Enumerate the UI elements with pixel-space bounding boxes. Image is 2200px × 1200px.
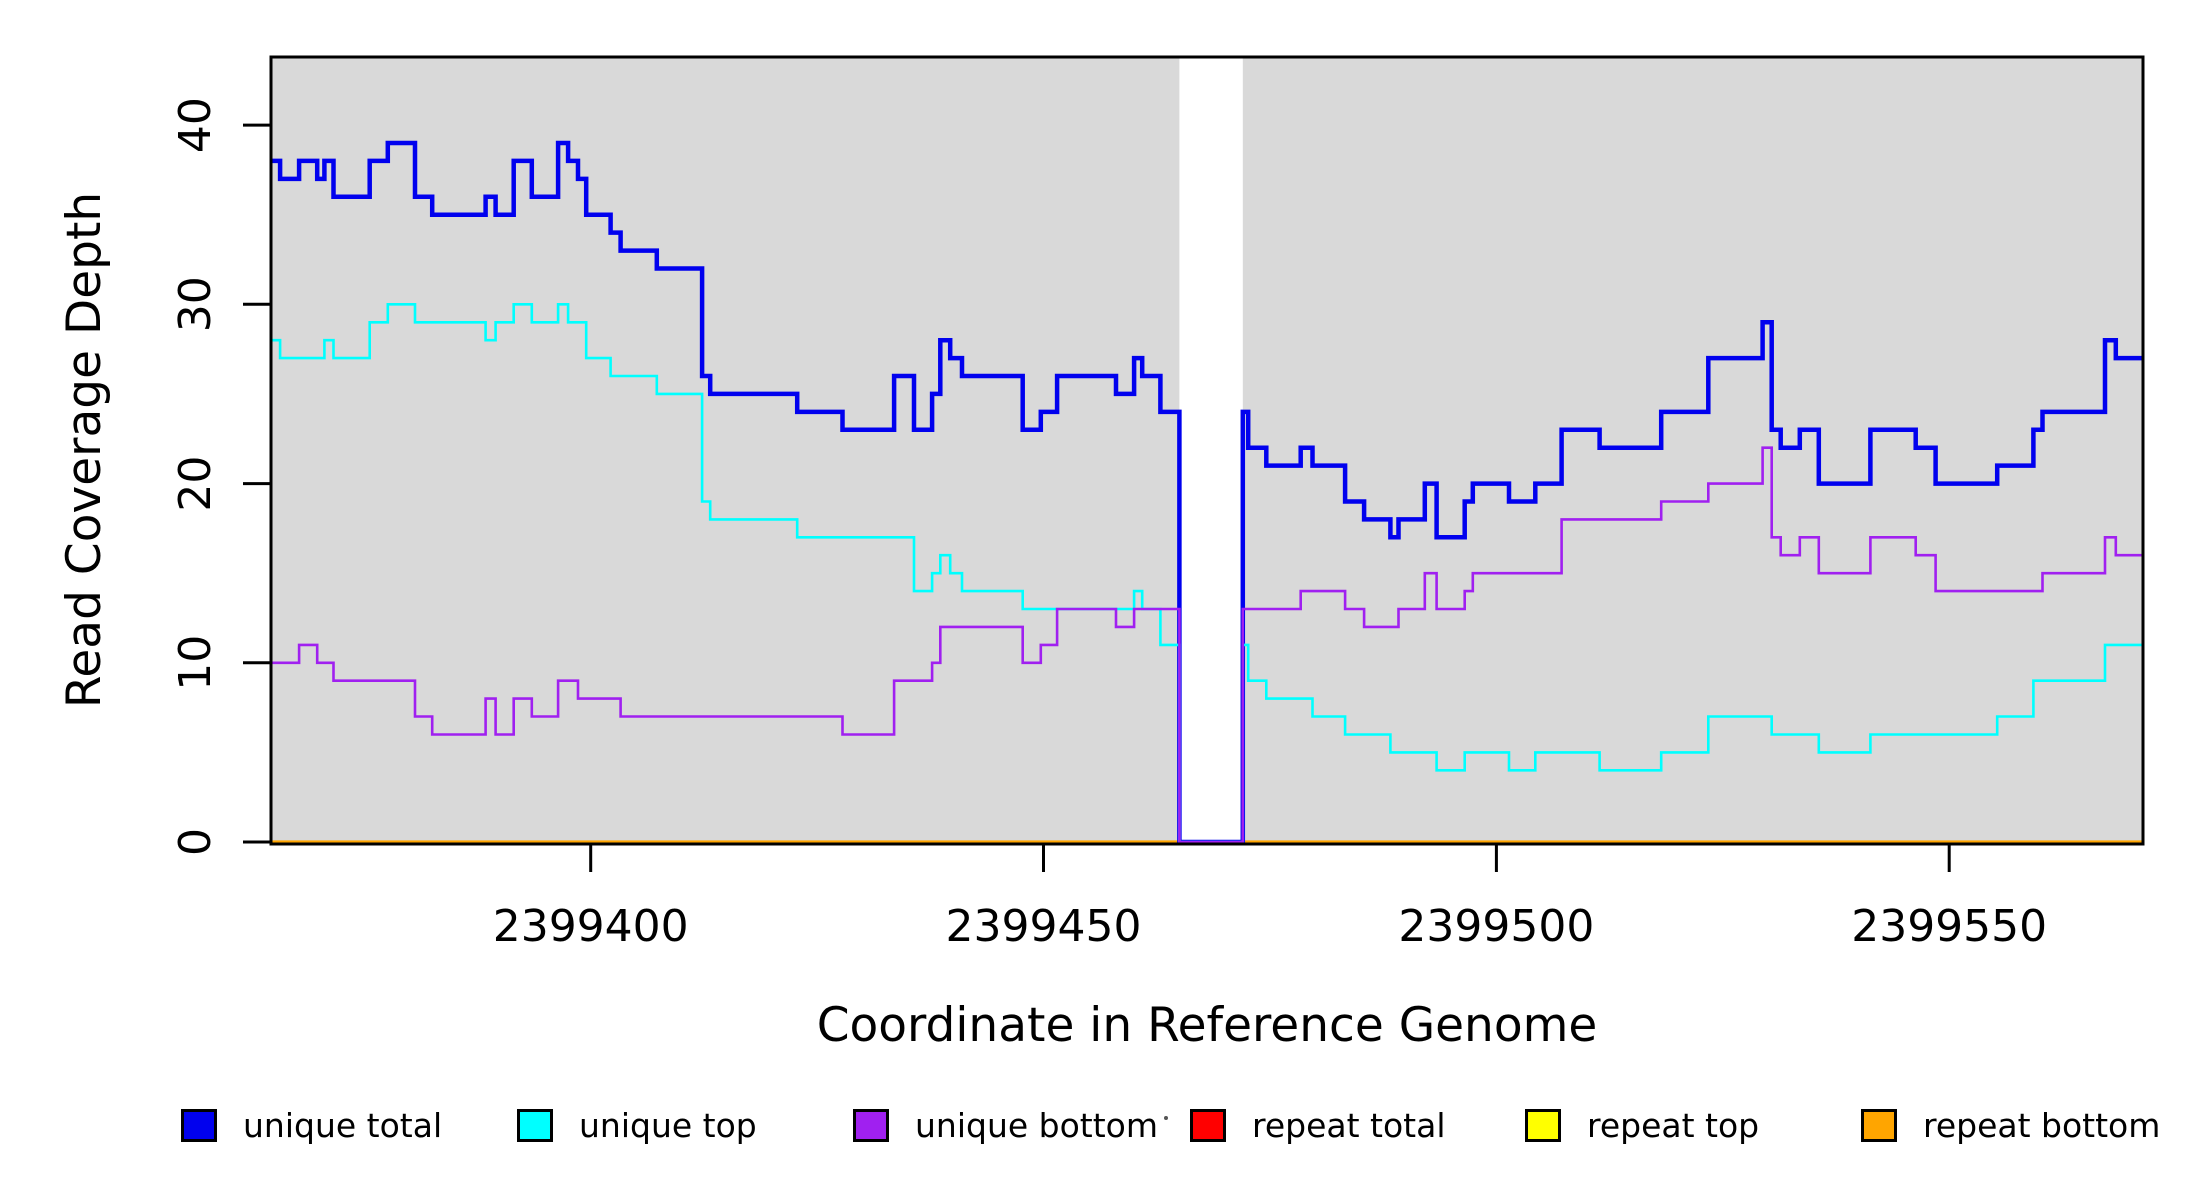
- plot-border: [269, 55, 2145, 846]
- y-tick-label: 30: [170, 276, 221, 332]
- unique-top-swatch-icon: [517, 1108, 553, 1142]
- legend-item-repeat-bottom: repeat bottom: [1861, 1103, 2160, 1147]
- legend-label: unique bottom: [915, 1105, 1159, 1145]
- legend-label: repeat bottom: [1923, 1105, 2161, 1145]
- legend-label: repeat total: [1252, 1105, 1446, 1145]
- repeat-top-swatch-icon: [1525, 1108, 1561, 1142]
- x-tick-label: 2399550: [1851, 901, 2047, 952]
- legend-item-unique-total: unique total: [181, 1103, 442, 1147]
- series-group: [271, 140, 2143, 844]
- x-tick-label: 2399400: [493, 901, 689, 952]
- unique-total-swatch-icon: [181, 1108, 217, 1142]
- series-unique-total: [271, 140, 2143, 844]
- legend-item-unique-bottom: unique bottom: [853, 1103, 1158, 1147]
- repeat-total-swatch-icon: [1190, 1108, 1226, 1142]
- y-tick-label: 40: [170, 97, 221, 153]
- unique-bottom-swatch-icon: [853, 1108, 889, 1142]
- legend-label: unique top: [579, 1105, 757, 1145]
- stray-mark: [1164, 1116, 1168, 1120]
- legend-item-repeat-top: repeat top: [1525, 1103, 1759, 1147]
- x-tick-label: 2399500: [1398, 901, 1594, 952]
- no-data-band: [1179, 57, 1243, 844]
- repeat-bottom-swatch-icon: [1861, 1108, 1897, 1142]
- series-unique-top: [271, 303, 2143, 844]
- y-tick-label: 10: [170, 635, 221, 691]
- y-tick-label: 0: [170, 828, 221, 856]
- series-unique-bottom: [271, 446, 2143, 844]
- x-tick-label: 2399450: [946, 901, 1142, 952]
- legend-item-repeat-total: repeat total: [1190, 1103, 1446, 1147]
- legend-item-unique-top: unique top: [517, 1103, 757, 1147]
- y-axis-title: Read Coverage Depth: [57, 191, 112, 709]
- y-tick-label: 20: [170, 456, 221, 512]
- legend: unique total unique top unique bottom re…: [0, 1103, 2200, 1149]
- legend-label: repeat top: [1587, 1105, 1760, 1145]
- x-axis-title: Coordinate in Reference Genome: [816, 998, 1598, 1053]
- legend-label: unique total: [243, 1105, 443, 1145]
